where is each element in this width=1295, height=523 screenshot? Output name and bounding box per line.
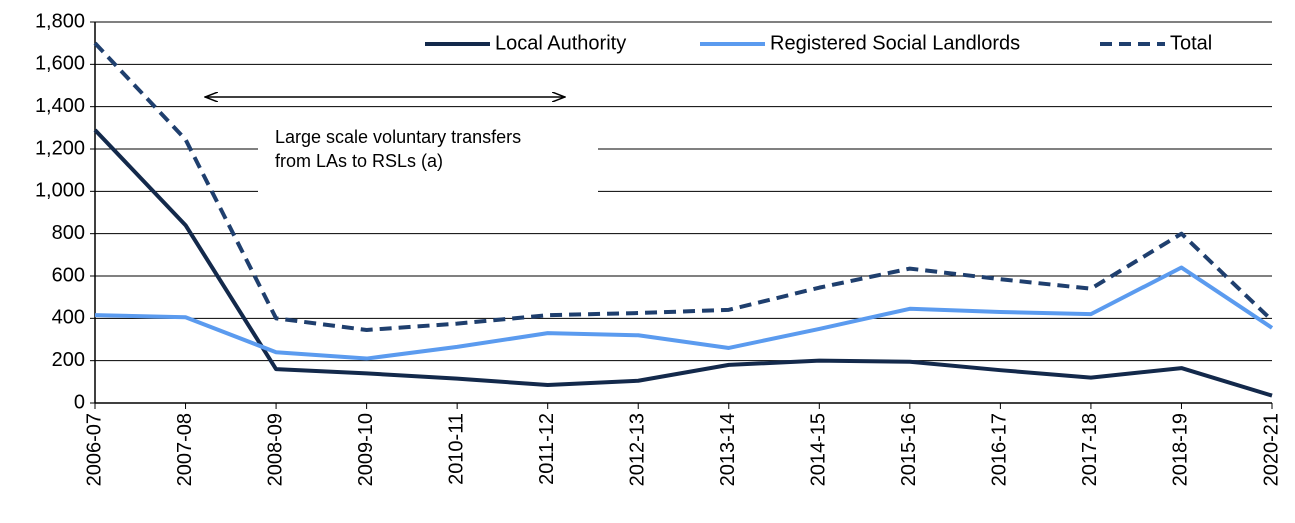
- annotation-box: [258, 124, 598, 196]
- x-tick-label: 2009-10: [355, 413, 377, 486]
- y-tick-label: 1,800: [35, 10, 85, 32]
- line-series: [94, 265, 1274, 361]
- y-tick-label: 400: [52, 307, 85, 329]
- x-tick-label: 2013-14: [717, 413, 739, 486]
- x-tick-label: 2008-09: [264, 413, 286, 486]
- y-tick-label: 0: [74, 391, 85, 413]
- x-tick-label: 2011-12: [536, 413, 558, 485]
- annotation-text: Large scale voluntary transfers: [275, 127, 521, 147]
- annotation-text: from LAs to RSLs (a): [275, 151, 443, 171]
- y-tick-label: 1,200: [35, 137, 85, 159]
- x-tick-label: 2015-16: [898, 413, 920, 486]
- y-tick-label: 800: [52, 222, 85, 244]
- x-tick-label: 2016-17: [989, 413, 1011, 486]
- line-series: [93, 128, 1273, 398]
- x-tick-label: 2014-15: [808, 413, 830, 486]
- x-tick-label: 2006-07: [83, 413, 105, 486]
- y-tick-label: 1,600: [35, 53, 85, 75]
- x-tick-label: 2007-08: [174, 413, 196, 486]
- y-tick-label: 1,000: [35, 180, 85, 202]
- y-tick-label: 1,400: [35, 95, 85, 117]
- legend-label: Local Authority: [495, 32, 626, 54]
- y-tick-label: 600: [52, 264, 85, 286]
- x-tick-label: 2010-11: [445, 413, 467, 485]
- line-series: [93, 41, 1274, 332]
- y-tick-label: 200: [52, 349, 85, 371]
- legend-label: Total: [1170, 32, 1212, 54]
- x-tick-label: 2020-21: [1260, 413, 1282, 486]
- legend-label: Registered Social Landlords: [770, 32, 1020, 54]
- x-tick-label: 2012-13: [627, 413, 649, 486]
- x-tick-label: 2017-18: [1079, 413, 1101, 486]
- x-tick-label: 2018-19: [1170, 413, 1192, 486]
